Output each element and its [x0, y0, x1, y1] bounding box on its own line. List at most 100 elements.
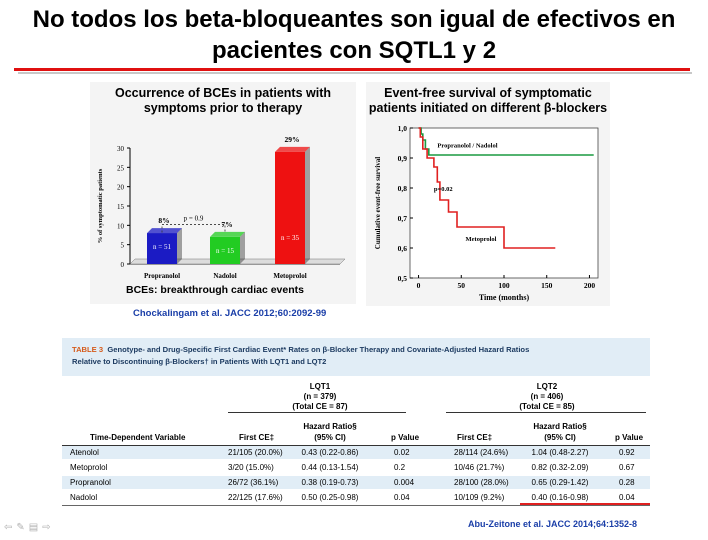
row-lqt2-hr: 0.40 (0.16-0.98) [531, 493, 589, 502]
header-lqt1-hr-line2: (95% CI) [314, 433, 346, 442]
lqt2-group-total: (Total CE = 85) [519, 402, 575, 411]
bar-n-label: n = 15 [216, 247, 234, 255]
bar-y-tick-label: 15 [117, 203, 125, 211]
row-lqt2-p: 0.04 [619, 493, 635, 502]
slide-nav: ⇦✎▤⇨ [4, 522, 55, 533]
bar-chart-title-line2: symptoms prior to therapy [143, 101, 303, 115]
slide-menu-icon[interactable]: ▤ [28, 522, 43, 533]
row-lqt2-first-ce: 28/100 (28.0%) [454, 478, 509, 487]
survival-x-tick-label: 100 [498, 281, 510, 290]
survival-x-tick-label: 200 [584, 281, 596, 290]
header-lqt2-p: p Value [615, 433, 644, 442]
bar-y-axis-label: % of symptomatic patients [97, 168, 104, 243]
row-lqt1-p: 0.04 [394, 493, 410, 502]
survival-chart-title: Event-free survival of symptomatic patie… [366, 86, 610, 116]
bar-chart-title: Occurrence of BCEs in patients with symp… [90, 86, 356, 116]
table-row-stripe [62, 476, 650, 489]
lqt1-group-n: (n = 379) [303, 392, 337, 401]
row-lqt2-hr: 0.82 (0.32-2.09) [531, 463, 589, 472]
bar-category-label: Nadolol [213, 272, 236, 280]
pen-icon[interactable]: ✎ [16, 522, 29, 533]
survival-y-tick-label: 1,0 [398, 124, 408, 133]
bar-n-label: n = 35 [281, 234, 299, 242]
survival-chart-title-line1: Event-free survival of symptomatic [384, 86, 592, 100]
row-lqt2-first-ce: 10/109 (9.2%) [454, 493, 505, 502]
bar-value-label: 7% [221, 220, 232, 229]
bar-side-face [305, 146, 310, 264]
row-lqt1-first-ce: 22/125 (17.6%) [228, 493, 283, 502]
survival-x-tick-label: 0 [417, 281, 421, 290]
propranolol-nadolol-line [418, 127, 594, 156]
survival-x-tick-label: 150 [541, 281, 553, 290]
table-caption-line1: Genotype- and Drug-Specific First Cardia… [107, 345, 530, 354]
survival-y-tick-label: 0,7 [398, 214, 408, 223]
row-drug: Propranolol [70, 478, 111, 487]
group-underline-lqt1 [228, 412, 406, 413]
bar-y-tick-label: 0 [121, 261, 125, 269]
bar [275, 151, 305, 264]
survival-x-axis-label: Time (months) [479, 293, 530, 302]
slide-title-line2: pacientes con SQTL1 y 2 [211, 37, 497, 64]
row-drug: Atenolol [70, 448, 99, 457]
row-lqt2-hr: 0.65 (0.29-1.42) [531, 478, 589, 487]
lqt2-group-name: LQT2 [536, 382, 558, 391]
bar [147, 233, 177, 264]
table-caption-line2: Relative to Discontinuing β-Blockers† in… [72, 357, 327, 366]
header-lqt1-p: p Value [391, 433, 420, 442]
bar-y-tick-label: 10 [117, 222, 125, 230]
bar [210, 236, 240, 264]
table-label: TABLE 3 [72, 345, 104, 354]
group-underline-lqt2 [446, 412, 646, 413]
row-lqt1-p: 0.02 [394, 448, 410, 457]
bar-category-label: Metoprolol [273, 272, 306, 280]
survival-chart: 0,5 0,6 0,7 0,8 0,9 1,0 0 50 100 150 200 Time (mont… [374, 124, 599, 302]
row-lqt1-hr: 0.44 (0.13-1.54) [301, 463, 359, 472]
table-caption-band [62, 338, 650, 376]
survival-y-tick-label: 0,8 [398, 184, 408, 193]
bar-n-label: n = 51 [153, 243, 171, 251]
row-lqt2-first-ce: 10/46 (21.7%) [454, 463, 505, 472]
header-variable: Time-Dependent Variable [90, 433, 186, 442]
bar-chart-title-line1: Occurrence of BCEs in patients with [114, 86, 331, 100]
row-lqt2-p: 0.28 [619, 478, 635, 487]
forward-arrow-icon[interactable]: ⇨ [42, 522, 55, 533]
row-lqt2-p: 0.92 [619, 448, 635, 457]
bar-y-tick-label: 20 [117, 184, 125, 192]
metoprolol-line [418, 127, 556, 249]
survival-y-tick-label: 0,6 [398, 244, 408, 253]
survival-p-value-label: p=0.02 [434, 186, 453, 193]
bar-chart-footnote: BCEs: breakthrough cardiac events [126, 284, 304, 296]
row-lqt1-hr: 0.50 (0.25-0.98) [301, 493, 359, 502]
survival-y-tick-label: 0,9 [398, 154, 408, 163]
bar-value-label: 29% [285, 135, 300, 144]
table-bottom-rule [62, 505, 650, 506]
lqt1-group-name: LQT1 [309, 382, 331, 391]
back-arrow-icon[interactable]: ⇦ [4, 522, 17, 533]
row-lqt2-p: 0.67 [619, 463, 635, 472]
row-lqt1-first-ce: 21/105 (20.0%) [228, 448, 283, 457]
bar-top-face [147, 228, 182, 234]
slide-title-line1: No todos los beta-bloqueantes son igual … [32, 6, 676, 33]
table-citation: Abu-Zeitone et al. JACC 2014;64:1352-8 [468, 519, 638, 529]
survival-x-tick-label: 50 [458, 281, 466, 290]
nadolol-highlight-underline [520, 503, 650, 505]
row-lqt1-p: 0.2 [394, 463, 406, 472]
lqt1-group-total: (Total CE = 87) [292, 402, 348, 411]
bar-y-tick-label: 25 [117, 164, 125, 172]
survival-chart-title-line2: patients initiated on different β-blocke… [368, 101, 608, 115]
slide-title: No todos los beta-bloqueantes son igual … [0, 4, 708, 66]
bar-side-face [177, 228, 182, 264]
bar-top-face [210, 231, 245, 237]
header-lqt1-first-ce: First CE‡ [239, 433, 275, 442]
bar-y-tick-label: 30 [117, 145, 125, 153]
bar-chart-citation: Chockalingam et al. JACC 2012;60:2092-99 [133, 308, 327, 319]
survival-series-label: Propranolol / Nadolol [437, 143, 497, 150]
survival-series-label: Metoprolol [466, 236, 497, 243]
row-drug: Metoprolol [70, 463, 108, 472]
bar-top-face [275, 146, 310, 152]
bar-y-tick-label: 5 [121, 242, 125, 250]
row-lqt1-hr: 0.43 (0.22-0.86) [301, 448, 359, 457]
bar-p-value-label: p = 0.9 [184, 215, 204, 223]
bar-value-label: 8% [158, 216, 169, 225]
bar-significance-bracket [161, 224, 226, 233]
